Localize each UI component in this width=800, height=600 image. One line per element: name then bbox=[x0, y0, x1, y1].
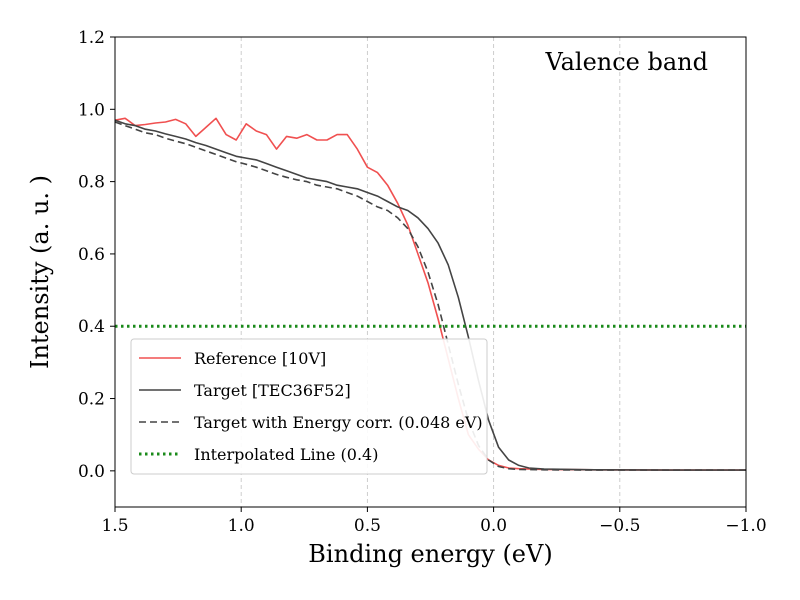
legend: Reference [10V] Target [TEC36F52] Target w… bbox=[130, 338, 488, 475]
chart-annotation: Valence band bbox=[544, 48, 708, 76]
plot-frame bbox=[114, 36, 747, 508]
gridlines bbox=[240, 37, 621, 507]
x-tick-label: 0.5 bbox=[354, 516, 381, 536]
legend-box bbox=[130, 338, 488, 475]
legend-label: Interpolated Line (0.4) bbox=[194, 445, 378, 464]
x-tick-label: −0.5 bbox=[599, 516, 640, 536]
legend-label: Target with Energy corr. (0.048 eV) bbox=[194, 413, 483, 432]
x-tick-label: 0.0 bbox=[480, 516, 507, 536]
x-tick-label: 1.0 bbox=[228, 516, 255, 536]
x-axis-label: Binding energy (eV) bbox=[308, 540, 552, 568]
y-tick-label: 0.0 bbox=[78, 462, 105, 482]
legend-label: Target [TEC36F52] bbox=[194, 381, 351, 400]
y-tick-label: 1.2 bbox=[78, 28, 105, 48]
y-tick-label: 0.4 bbox=[78, 317, 105, 337]
y-tick-label: 0.6 bbox=[78, 245, 105, 265]
y-tick-label: 0.2 bbox=[78, 390, 105, 410]
x-tick-label: 1.5 bbox=[101, 516, 128, 536]
y-tick-label: 1.0 bbox=[78, 100, 105, 120]
series-line-1 bbox=[114, 119, 746, 471]
legend-label: Reference [10V] bbox=[194, 349, 326, 368]
y-axis-label: Intensity (a. u. ) bbox=[26, 175, 54, 369]
x-tick-label: −1.0 bbox=[725, 516, 766, 536]
y-tick-label: 0.8 bbox=[78, 173, 105, 193]
axis-ticks: 1.5 1.0 0.5 0.0 −0.5 −1.0 0.0 0.2 0.4 0.6 0.8 1.0 1.… bbox=[78, 28, 767, 536]
